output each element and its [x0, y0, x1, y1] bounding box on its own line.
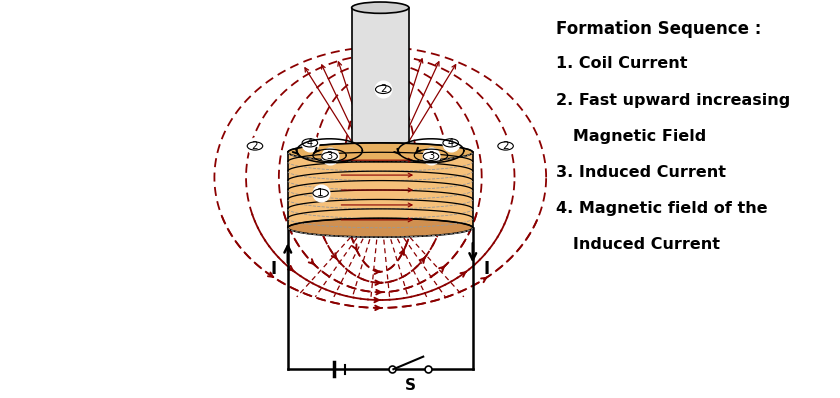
Text: S: S: [405, 378, 416, 393]
Ellipse shape: [288, 143, 473, 162]
Text: 2: 2: [502, 141, 509, 151]
Polygon shape: [288, 152, 473, 228]
Ellipse shape: [352, 146, 409, 158]
Text: 4: 4: [307, 138, 313, 148]
Text: Induced Current: Induced Current: [556, 237, 720, 252]
Text: 4: 4: [448, 138, 454, 148]
Text: 2: 2: [252, 141, 258, 151]
Text: 3: 3: [327, 151, 333, 161]
Text: 2: 2: [380, 84, 386, 94]
Text: 1: 1: [318, 188, 324, 198]
Ellipse shape: [352, 2, 409, 14]
Text: 2. Fast upward increasing: 2. Fast upward increasing: [556, 93, 790, 107]
Text: Formation Sequence :: Formation Sequence :: [556, 20, 762, 38]
Polygon shape: [352, 8, 409, 152]
Text: I: I: [484, 259, 490, 278]
Text: 4. Magnetic field of the: 4. Magnetic field of the: [556, 201, 768, 216]
Text: 3: 3: [428, 151, 434, 161]
Text: 3. Induced Current: 3. Induced Current: [556, 165, 727, 180]
Text: 1. Coil Current: 1. Coil Current: [556, 57, 688, 71]
Text: Magnetic Field: Magnetic Field: [556, 129, 706, 144]
Text: I: I: [271, 259, 277, 278]
Ellipse shape: [288, 219, 473, 237]
